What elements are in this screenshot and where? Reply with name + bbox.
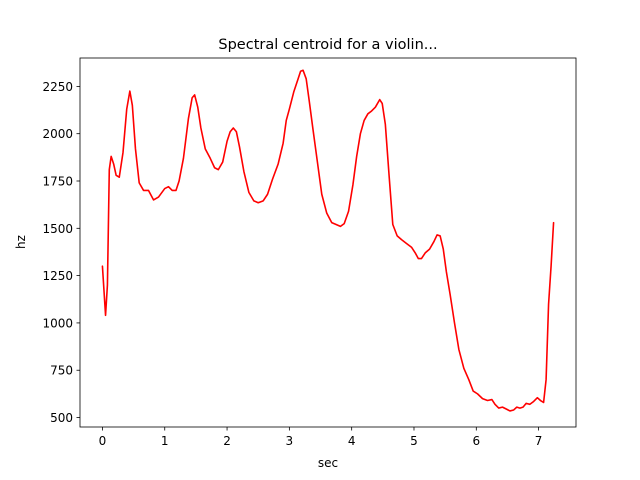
x-axis-label: sec <box>318 456 338 470</box>
y-tick-label: 2250 <box>42 80 73 94</box>
x-tick-label: 0 <box>99 434 107 448</box>
chart-title: Spectral centroid for a violin... <box>218 37 437 53</box>
x-tick-label: 3 <box>286 434 294 448</box>
x-tick-label: 1 <box>161 434 169 448</box>
y-axis-label: hz <box>14 235 28 249</box>
y-tick-label: 1750 <box>42 175 73 189</box>
y-tick-label: 750 <box>50 364 73 378</box>
plot-area <box>79 57 577 428</box>
x-tick-label: 2 <box>223 434 231 448</box>
x-axis-ticks: 0 1 2 3 4 5 6 7 <box>99 427 543 448</box>
series-line <box>101 69 555 412</box>
y-tick-label: 500 <box>50 411 73 425</box>
x-tick-label: 6 <box>472 434 480 448</box>
x-tick-label: 7 <box>535 434 543 448</box>
x-tick-label: 4 <box>348 434 356 448</box>
y-tick-label: 1000 <box>42 316 73 330</box>
axes-frame <box>79 57 577 428</box>
x-tick-label: 5 <box>410 434 418 448</box>
y-tick-label: 1500 <box>42 222 73 236</box>
y-tick-label: 2000 <box>42 127 73 141</box>
y-tick-label: 1250 <box>42 269 73 283</box>
y-axis-ticks: 500 750 1000 1250 1500 1750 2000 2250 <box>42 80 80 425</box>
